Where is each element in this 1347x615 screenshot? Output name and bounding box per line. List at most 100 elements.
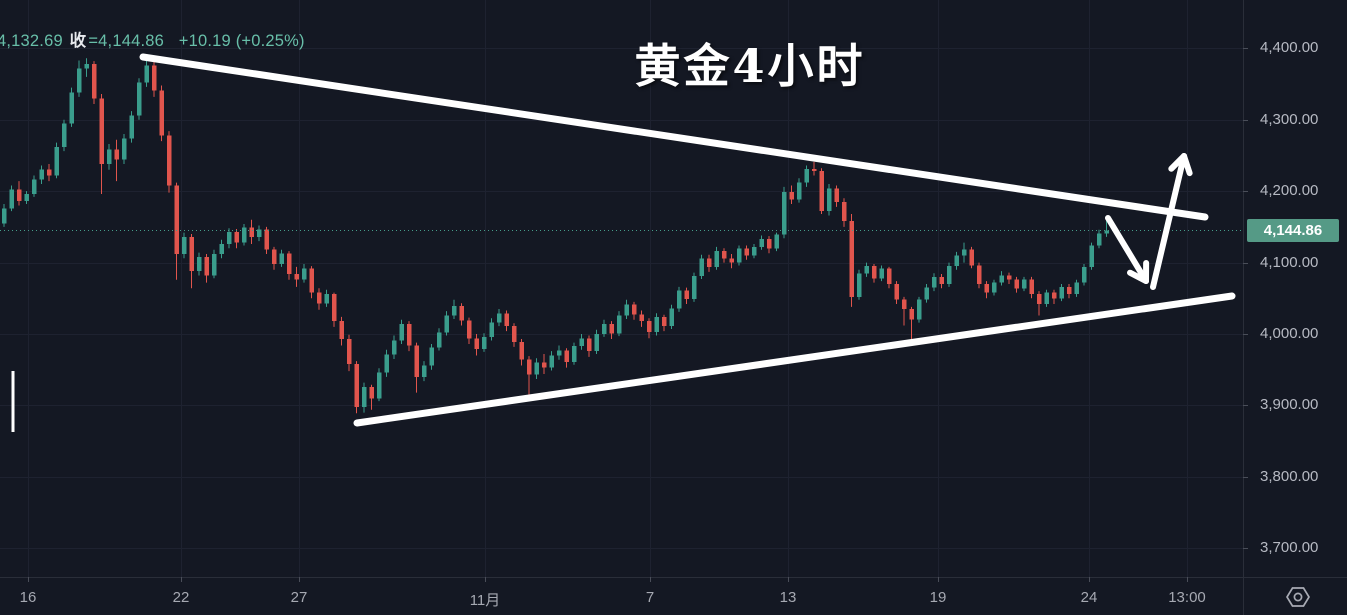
candle-body [234, 231, 239, 243]
candle-body [489, 322, 494, 337]
candle-body [774, 234, 779, 249]
candle-body [526, 359, 532, 375]
candle-body [571, 346, 577, 362]
candle-body [511, 326, 517, 342]
candle-body [504, 313, 509, 327]
candle-body [384, 354, 389, 373]
candle-body [1021, 279, 1027, 289]
candle-body [654, 316, 659, 332]
candle-body [931, 276, 937, 288]
candle-body [106, 149, 112, 165]
candle-body [421, 365, 427, 377]
price-axis-label: 4,000.00 [1260, 325, 1319, 343]
arrow-shaft-up[interactable] [1150, 153, 1187, 290]
candle-body [886, 268, 892, 285]
candle-body [324, 294, 329, 304]
candle-body [999, 275, 1004, 283]
candle-body [691, 276, 697, 300]
candle-body [9, 189, 14, 209]
candle-body [459, 306, 464, 321]
candle-body [369, 386, 374, 399]
candle-body [1074, 282, 1079, 295]
price-axis-label: 4,300.00 [1260, 110, 1319, 128]
candle-body [301, 268, 307, 280]
candle-body [624, 304, 629, 316]
axis-settings-gear-icon[interactable] [1283, 583, 1313, 611]
candle-body [984, 284, 989, 293]
candle-body [39, 169, 44, 180]
candle-body [1089, 245, 1094, 267]
candle-body [219, 244, 224, 255]
candle-body [1104, 230, 1109, 234]
candle-body [549, 355, 554, 368]
candle-body [31, 179, 37, 195]
candle-body [189, 236, 194, 272]
ohlc-legend[interactable]: 4,132.69 收 =4,144.86 +10.19 (+0.25%) [0, 27, 307, 51]
candle-body [789, 191, 794, 200]
candle-body [271, 249, 277, 265]
candle-body [16, 189, 22, 202]
candle-body [729, 258, 734, 263]
candle-body [286, 253, 292, 275]
candle-body [969, 249, 974, 266]
time-axis-label: 13 [779, 589, 797, 606]
candle-body [151, 65, 157, 91]
candle-body [661, 316, 667, 327]
candle-body [24, 194, 29, 202]
candle-body [534, 362, 539, 375]
time-axis-label: 13:00 [1168, 589, 1206, 606]
trendline[interactable] [139, 53, 1209, 221]
legend-change-value: +10.19 (+0.25%) [178, 32, 305, 50]
candle-body [76, 68, 82, 93]
candle-body [1051, 292, 1057, 299]
candle-body [609, 324, 614, 334]
candle-body [414, 345, 419, 377]
candle-body [759, 239, 764, 247]
candle-body [594, 334, 599, 352]
candle-body [586, 338, 592, 352]
candle-body [1044, 292, 1049, 305]
candle-body [804, 169, 809, 183]
trendline[interactable] [353, 292, 1236, 427]
arrow-shaft-down[interactable] [1105, 215, 1149, 284]
candle-body [309, 268, 314, 293]
candle-body [226, 231, 232, 245]
candle-body [954, 255, 959, 267]
candle-body [121, 138, 127, 160]
candle-body [706, 258, 712, 267]
candle-body [541, 362, 547, 368]
candle-body [616, 315, 622, 334]
time-axis-label: 24 [1080, 589, 1098, 606]
candle-body [294, 274, 299, 280]
candle-body [256, 229, 262, 237]
price-axis-label: 3,900.00 [1260, 396, 1319, 414]
candle-body [976, 265, 982, 285]
price-axis-label: 3,700.00 [1260, 539, 1319, 557]
legend-close-value: =4,144.86 [88, 32, 164, 50]
candle-body [826, 188, 832, 212]
candle-body [556, 350, 562, 356]
candle-body [864, 266, 869, 274]
candle-body [196, 256, 202, 272]
time-axis-label: 7 [645, 589, 655, 606]
candle-body [144, 65, 149, 83]
candle-body [811, 169, 817, 172]
candle-body [481, 336, 487, 350]
candle-body [264, 229, 269, 250]
candle-body [451, 306, 457, 316]
candle-body [159, 90, 164, 136]
price-axis-label: 3,800.00 [1260, 467, 1319, 485]
candle-body [361, 386, 367, 407]
candle-body [879, 268, 884, 279]
legend-low-value: 4,132.69 [0, 32, 63, 50]
candle-body [241, 227, 247, 243]
candle-body [399, 324, 404, 341]
candle-body [1096, 233, 1102, 246]
candle-body [174, 185, 179, 255]
candle-body [1014, 279, 1019, 289]
candle-body [961, 249, 967, 256]
candle-body [601, 324, 607, 335]
candle-body [819, 171, 824, 212]
candle-body [841, 201, 847, 222]
